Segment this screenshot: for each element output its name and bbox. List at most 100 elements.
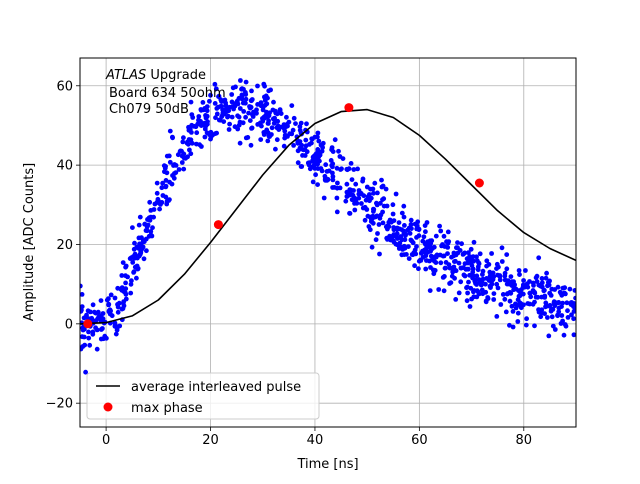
sample-point bbox=[539, 276, 545, 281]
sample-point bbox=[487, 283, 493, 289]
sample-point bbox=[245, 135, 251, 140]
sample-point bbox=[348, 187, 354, 193]
sample-point bbox=[423, 229, 428, 235]
sample-point bbox=[438, 228, 444, 234]
sample-point bbox=[184, 140, 190, 146]
sample-point bbox=[98, 336, 104, 342]
sample-point bbox=[483, 289, 489, 295]
sample-point bbox=[394, 225, 400, 231]
sample-point bbox=[336, 148, 341, 154]
sample-point bbox=[202, 123, 208, 129]
sample-point bbox=[376, 222, 382, 227]
sample-point bbox=[340, 156, 346, 162]
sample-point bbox=[422, 223, 428, 229]
sample-point bbox=[469, 263, 475, 268]
sample-point bbox=[555, 284, 561, 290]
sample-point bbox=[157, 206, 163, 212]
sample-point bbox=[513, 286, 519, 292]
sample-point bbox=[455, 250, 461, 256]
sample-point bbox=[427, 288, 433, 293]
sample-point bbox=[344, 181, 350, 187]
sample-point bbox=[132, 240, 137, 246]
sample-point bbox=[517, 272, 522, 277]
sample-point bbox=[170, 134, 175, 140]
sample-point bbox=[469, 296, 474, 302]
sample-point bbox=[80, 334, 85, 340]
sample-point bbox=[150, 225, 155, 231]
x-tick-label: 80 bbox=[516, 433, 533, 448]
sample-point bbox=[197, 142, 203, 148]
sample-point bbox=[155, 196, 161, 202]
sample-point bbox=[258, 100, 264, 105]
sample-point bbox=[356, 195, 362, 201]
sample-point bbox=[359, 201, 364, 206]
sample-point bbox=[194, 130, 200, 136]
legend-marker-swatch bbox=[103, 402, 113, 412]
sample-point bbox=[527, 301, 533, 307]
sample-point bbox=[291, 143, 296, 148]
sample-point bbox=[504, 291, 510, 297]
sample-point bbox=[406, 225, 412, 231]
sample-point bbox=[175, 152, 181, 158]
sample-point bbox=[214, 111, 220, 117]
sample-point bbox=[468, 257, 474, 263]
sample-point bbox=[140, 244, 146, 250]
sample-point bbox=[433, 233, 439, 239]
sample-point bbox=[368, 186, 373, 192]
sample-point bbox=[147, 199, 153, 205]
sample-point bbox=[128, 290, 134, 296]
sample-point bbox=[112, 322, 118, 328]
sample-point bbox=[466, 279, 471, 285]
sample-point bbox=[266, 113, 272, 119]
sample-point bbox=[503, 309, 509, 315]
sample-point bbox=[521, 278, 526, 283]
sample-point bbox=[436, 287, 442, 292]
sample-point bbox=[372, 180, 378, 186]
sample-point bbox=[334, 195, 340, 201]
sample-point bbox=[237, 106, 243, 111]
sample-point bbox=[422, 241, 428, 247]
sample-point bbox=[227, 104, 233, 110]
sample-point bbox=[499, 259, 505, 264]
sample-point bbox=[487, 276, 493, 282]
x-axis-ticks: 0 20 40 60 80 bbox=[102, 427, 532, 448]
sample-point bbox=[80, 327, 86, 333]
sample-point bbox=[125, 274, 130, 280]
sample-point bbox=[216, 117, 222, 123]
sample-point bbox=[115, 285, 121, 291]
sample-point bbox=[163, 178, 169, 183]
sample-point bbox=[212, 101, 218, 106]
sample-point bbox=[558, 290, 564, 296]
sample-point bbox=[428, 253, 434, 259]
sample-point bbox=[539, 310, 545, 316]
sample-point bbox=[282, 135, 288, 141]
sample-point bbox=[485, 296, 491, 301]
sample-point bbox=[507, 322, 512, 328]
sample-point bbox=[191, 123, 197, 129]
sample-point bbox=[352, 195, 358, 201]
sample-point bbox=[438, 260, 444, 266]
sample-point bbox=[278, 111, 284, 116]
sample-point bbox=[383, 186, 389, 192]
sample-point bbox=[380, 209, 385, 215]
y-axis-label: Amplitude [ADC Counts] bbox=[22, 163, 37, 321]
sample-point bbox=[164, 201, 170, 207]
sample-point bbox=[265, 138, 271, 144]
sample-point bbox=[375, 231, 380, 236]
sample-point bbox=[384, 203, 390, 209]
sample-point bbox=[204, 130, 210, 136]
sample-point bbox=[396, 246, 402, 251]
sample-point bbox=[410, 240, 416, 246]
sample-point bbox=[573, 295, 576, 301]
sample-point bbox=[464, 298, 470, 304]
sample-point bbox=[539, 294, 544, 300]
sample-point bbox=[257, 120, 263, 126]
sample-point bbox=[310, 158, 316, 163]
sample-point bbox=[454, 245, 459, 251]
sample-point bbox=[180, 139, 186, 145]
sample-point bbox=[416, 266, 421, 272]
sample-point bbox=[229, 92, 235, 97]
sample-point bbox=[507, 298, 513, 304]
sample-point bbox=[295, 160, 301, 166]
